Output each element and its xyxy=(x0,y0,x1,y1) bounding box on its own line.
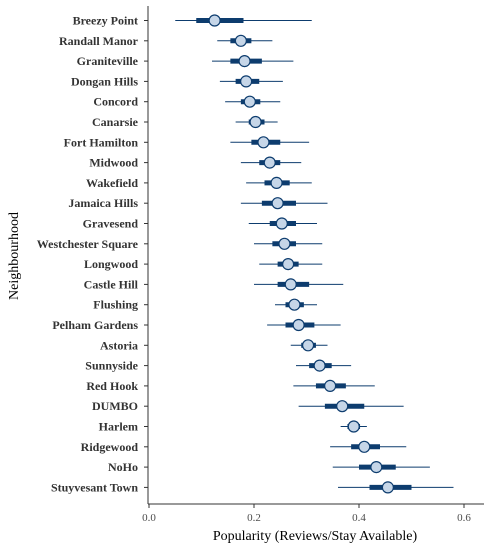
point-estimate xyxy=(275,217,288,230)
point-estimate xyxy=(278,237,291,250)
interval-row xyxy=(332,461,430,474)
interval-row xyxy=(219,75,283,88)
interval-row xyxy=(298,400,404,413)
point-estimate xyxy=(347,420,360,433)
y-tick-label: Breezy Point xyxy=(73,14,138,28)
y-axis-title: Neighbourhood xyxy=(7,212,22,300)
interval-row xyxy=(290,339,328,352)
interval-row xyxy=(248,217,317,230)
point-estimate xyxy=(270,176,283,189)
point-estimate xyxy=(234,34,247,47)
x-axis-title: Popularity (Reviews/Stay Available) xyxy=(213,529,418,544)
y-tick-label: Red Hook xyxy=(86,379,138,393)
point-estimate xyxy=(249,115,262,129)
y-tick-label: Harlem xyxy=(99,420,138,434)
y-tick-label: Canarsie xyxy=(92,115,139,129)
y-tick-label: NoHo xyxy=(108,460,138,474)
point-estimate xyxy=(284,278,297,291)
plot-marks xyxy=(175,14,454,494)
interval-row xyxy=(230,136,310,149)
x-tick-label: 0.2 xyxy=(247,512,261,524)
interval-row xyxy=(240,197,328,210)
y-tick-label: Pelham Gardens xyxy=(52,318,138,332)
y-tick-label: Midwood xyxy=(89,156,138,170)
y-tick-label: Gravesend xyxy=(83,217,139,231)
point-estimate xyxy=(208,14,221,27)
interval-row xyxy=(235,115,278,129)
interval-row xyxy=(217,34,273,47)
interval-row xyxy=(296,359,352,372)
interval-row xyxy=(254,278,344,291)
point-estimate xyxy=(313,359,326,372)
interval-row xyxy=(267,318,341,332)
interval-row xyxy=(330,440,407,453)
x-tick-label: 0.6 xyxy=(457,512,471,524)
point-estimate xyxy=(324,379,337,392)
interval-row xyxy=(293,379,375,392)
interval-row xyxy=(212,54,294,68)
interval-row xyxy=(275,298,317,311)
y-tick-label: Dongan Hills xyxy=(71,74,138,88)
interval-row xyxy=(175,14,312,27)
y-tick-label: Sunnyside xyxy=(85,359,138,373)
y-tick-label: Concord xyxy=(93,95,138,109)
point-estimate xyxy=(257,136,270,149)
interval-row xyxy=(340,420,367,433)
point-estimate xyxy=(288,298,301,311)
y-tick-label: Jamaica Hills xyxy=(68,196,138,210)
point-estimate xyxy=(271,197,284,210)
interval-row xyxy=(246,176,312,189)
point-estimate xyxy=(358,440,371,453)
interval-row xyxy=(225,95,281,108)
y-tick-label: Castle Hill xyxy=(84,277,139,291)
point-estimate xyxy=(243,95,256,108)
y-tick-label: Wakefield xyxy=(86,176,138,190)
y-tick-label: Astoria xyxy=(100,338,138,352)
y-tick-label: Longwood xyxy=(84,257,138,271)
point-estimate xyxy=(240,75,253,88)
y-tick-label: Fort Hamilton xyxy=(64,135,139,149)
interval-row xyxy=(254,237,323,250)
point-estimate xyxy=(292,318,305,332)
y-tick-label: Flushing xyxy=(93,298,138,312)
point-estimate xyxy=(301,339,315,352)
point-estimate xyxy=(381,481,394,494)
y-tick-label: Randall Manor xyxy=(59,34,139,48)
interval-row xyxy=(338,481,454,494)
x-axis-ticks: 0.0 0.2 0.4 0.6 xyxy=(142,504,471,524)
y-tick-label: Westchester Square xyxy=(37,237,139,251)
y-tick-label: Ridgewood xyxy=(81,440,139,454)
point-estimate xyxy=(282,258,295,271)
interval-row xyxy=(240,156,302,169)
interval-row xyxy=(259,258,323,271)
point-estimate xyxy=(238,54,251,68)
y-tick-label: Stuyvesant Town xyxy=(51,480,138,494)
point-estimate xyxy=(370,461,383,474)
point-estimate xyxy=(336,400,349,413)
x-tick-label: 0.0 xyxy=(142,512,156,524)
y-axis-ticks xyxy=(144,20,148,488)
y-tick-label: DUMBO xyxy=(92,399,138,413)
point-estimate xyxy=(263,156,276,169)
x-tick-label: 0.4 xyxy=(352,512,366,524)
y-tick-label: Graniteville xyxy=(77,54,139,68)
y-axis-labels: Breezy Point Randall Manor Graniteville Don… xyxy=(37,14,139,495)
